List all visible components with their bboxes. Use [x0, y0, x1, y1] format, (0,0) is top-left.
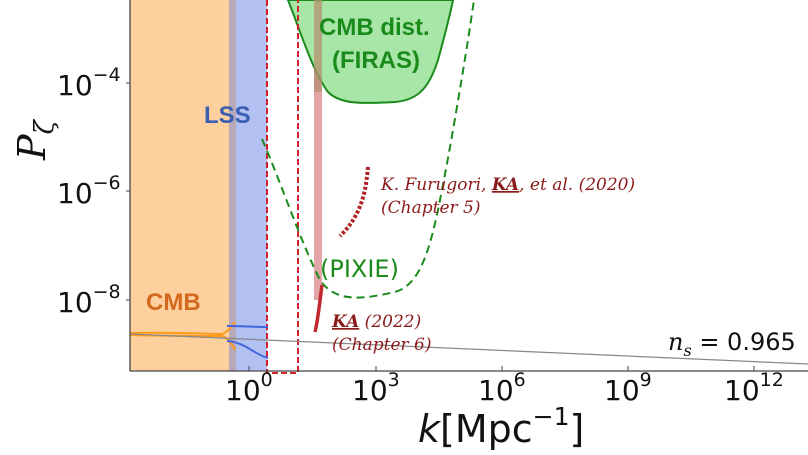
xtick-label: 103 — [352, 369, 400, 407]
pink-band-over-firas — [314, 0, 322, 92]
ref-2022-chapter: (Chapter 6) — [332, 335, 431, 355]
ytick-label: 10−4 — [57, 64, 121, 102]
xtick-label: 1012 — [724, 369, 784, 407]
lss-label: LSS — [204, 102, 251, 129]
pixie-label: (PIXIE) — [320, 255, 399, 283]
xtick-label: 109 — [604, 369, 652, 407]
ref-2020-label: K. Furugori, KA, et al. (2020) — [380, 175, 635, 195]
xtick-label: 106 — [478, 369, 526, 407]
pixie-curve — [261, 0, 475, 299]
firas-label-line1: CMB dist. — [319, 14, 430, 41]
ns-label: ns = 0.965 — [668, 328, 796, 360]
ref-2022-label: KA (2022) — [331, 312, 421, 332]
ns-line — [129, 333, 808, 365]
y-axis-label: Pζ — [10, 118, 60, 161]
lss-region — [236, 0, 267, 371]
chapter5-curve — [338, 166, 370, 238]
ytick-label: 10−8 — [57, 281, 121, 319]
ref-2020-chapter: (Chapter 5) — [381, 198, 480, 218]
cmb-lss-overlap-strip — [229, 0, 236, 371]
cmb-label: CMB — [146, 289, 201, 316]
pink-band — [314, 0, 322, 300]
lss-lower-curve — [226, 340, 269, 359]
x-axis-label: k[Mpc−1] — [418, 402, 584, 451]
chapter6-curve — [313, 284, 324, 333]
ytick-label: 10−6 — [57, 172, 121, 210]
firas-region — [286, 0, 455, 104]
cmb-region — [130, 0, 230, 371]
red-dashed-box — [266, 0, 299, 374]
lss-upper-curve — [226, 325, 269, 328]
firas-label-line2: (FIRAS) — [332, 47, 420, 74]
xtick-label: 100 — [225, 369, 273, 407]
